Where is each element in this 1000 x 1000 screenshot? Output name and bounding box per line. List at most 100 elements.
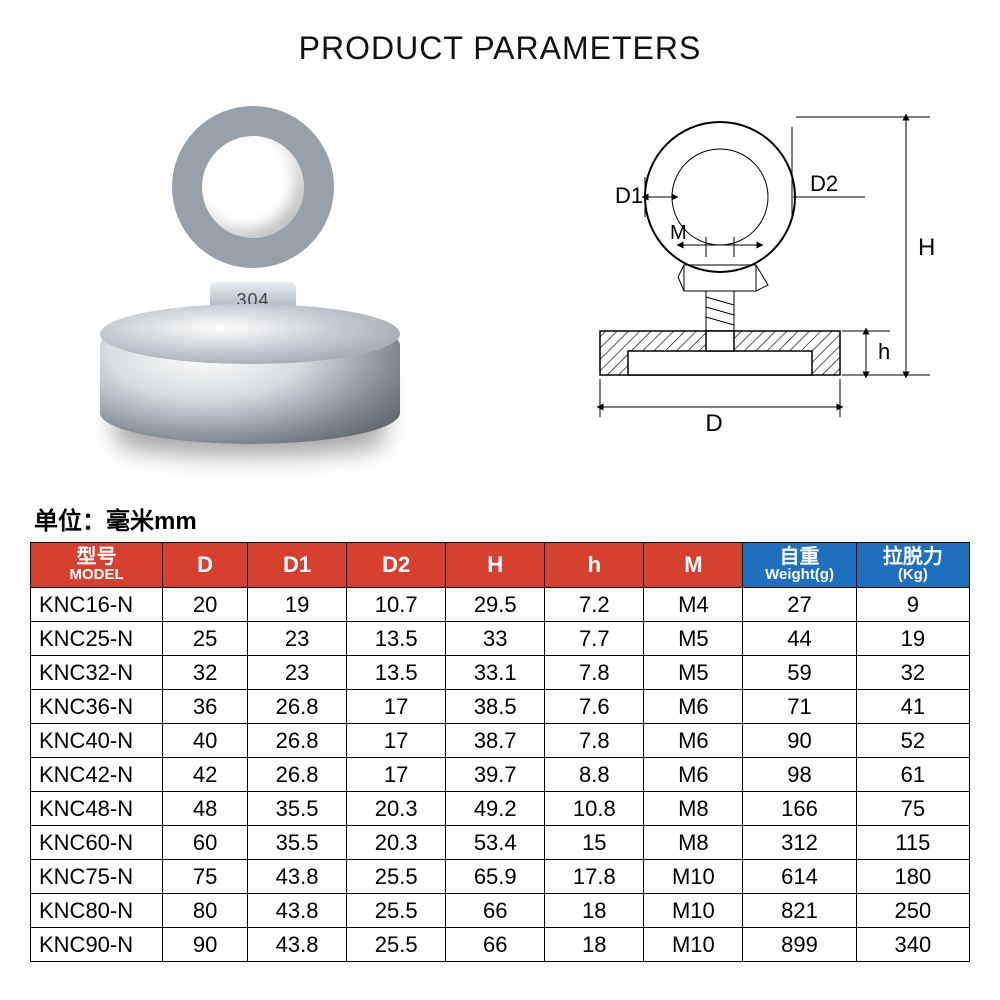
cell-model: KNC42-N	[31, 757, 163, 791]
cell-D1: 23	[248, 655, 347, 689]
cell-D1: 43.8	[248, 893, 347, 927]
cell-D: 80	[163, 893, 248, 927]
label-d: D	[705, 410, 722, 437]
cell-D1: 43.8	[248, 927, 347, 961]
table-row: KNC40-N4026.81738.77.8M69052	[31, 723, 970, 757]
cell-weight: 821	[743, 893, 856, 927]
cell-M: M8	[644, 825, 743, 859]
table-head: 型号MODELDD1D2HhM自重Weight(g)拉脱力(Kg)	[31, 543, 970, 588]
cell-h: 7.6	[545, 689, 644, 723]
cell-H: 66	[446, 893, 545, 927]
col-model: 型号MODEL	[31, 543, 163, 588]
cell-model: KNC90-N	[31, 927, 163, 961]
table-row: KNC16-N201910.729.57.2M4279	[31, 587, 970, 621]
cell-h: 10.8	[545, 791, 644, 825]
cell-D2: 20.3	[347, 825, 446, 859]
cell-D2: 25.5	[347, 859, 446, 893]
cell-D1: 26.8	[248, 757, 347, 791]
cell-H: 33.1	[446, 655, 545, 689]
cell-weight: 614	[743, 859, 856, 893]
table-row: KNC80-N8043.825.56618M10821250	[31, 893, 970, 927]
cell-h: 7.2	[545, 587, 644, 621]
cell-weight: 899	[743, 927, 856, 961]
cell-pull: 41	[856, 689, 969, 723]
cell-model: KNC36-N	[31, 689, 163, 723]
cell-weight: 98	[743, 757, 856, 791]
product-photo	[40, 87, 460, 477]
cell-D: 90	[163, 927, 248, 961]
label-d1: D1	[615, 183, 643, 208]
cell-M: M6	[644, 689, 743, 723]
magnet-illustration	[80, 102, 420, 462]
col-M: M	[644, 543, 743, 588]
cell-D: 42	[163, 757, 248, 791]
cell-D: 32	[163, 655, 248, 689]
cell-h: 18	[545, 927, 644, 961]
cell-h: 7.8	[545, 655, 644, 689]
dimension-diagram: D1 D2 M H h	[510, 87, 950, 477]
cell-h: 18	[545, 893, 644, 927]
cell-D1: 35.5	[248, 825, 347, 859]
cell-h: 7.7	[545, 621, 644, 655]
cell-H: 38.7	[446, 723, 545, 757]
cell-D2: 25.5	[347, 927, 446, 961]
cell-M: M6	[644, 757, 743, 791]
cell-pull: 61	[856, 757, 969, 791]
cell-D1: 19	[248, 587, 347, 621]
eyebolt-ring-icon	[172, 106, 334, 268]
cell-H: 39.7	[446, 757, 545, 791]
cell-pull: 52	[856, 723, 969, 757]
cell-model: KNC40-N	[31, 723, 163, 757]
col-h: h	[545, 543, 644, 588]
cell-M: M8	[644, 791, 743, 825]
cell-H: 33	[446, 621, 545, 655]
cell-pull: 9	[856, 587, 969, 621]
cell-D: 40	[163, 723, 248, 757]
cell-D: 48	[163, 791, 248, 825]
cell-D2: 13.5	[347, 621, 446, 655]
cell-M: M6	[644, 723, 743, 757]
cell-model: KNC16-N	[31, 587, 163, 621]
table-row: KNC36-N3626.81738.57.6M67141	[31, 689, 970, 723]
cell-M: M10	[644, 893, 743, 927]
cell-model: KNC80-N	[31, 893, 163, 927]
cell-model: KNC60-N	[31, 825, 163, 859]
cell-weight: 71	[743, 689, 856, 723]
figures-row: D1 D2 M H h	[30, 87, 970, 487]
cell-weight: 166	[743, 791, 856, 825]
cell-H: 38.5	[446, 689, 545, 723]
cell-D2: 25.5	[347, 893, 446, 927]
cell-D2: 10.7	[347, 587, 446, 621]
cell-pull: 340	[856, 927, 969, 961]
cell-D: 36	[163, 689, 248, 723]
cell-pull: 250	[856, 893, 969, 927]
label-hcap: H	[918, 234, 935, 261]
cell-M: M10	[644, 859, 743, 893]
label-d2: D2	[810, 171, 838, 196]
cell-pull: 19	[856, 621, 969, 655]
cell-D: 25	[163, 621, 248, 655]
col-D: D	[163, 543, 248, 588]
table-row: KNC25-N252313.5337.7M54419	[31, 621, 970, 655]
cell-weight: 312	[743, 825, 856, 859]
col-weight: 自重Weight(g)	[743, 543, 856, 588]
cell-D2: 17	[347, 689, 446, 723]
cell-pull: 32	[856, 655, 969, 689]
parameters-table: 型号MODELDD1D2HhM自重Weight(g)拉脱力(Kg) KNC16-…	[30, 542, 970, 962]
cell-D2: 17	[347, 723, 446, 757]
label-m: M	[670, 222, 687, 244]
cell-H: 49.2	[446, 791, 545, 825]
col-H: H	[446, 543, 545, 588]
col-pull: 拉脱力(Kg)	[856, 543, 969, 588]
cell-h: 8.8	[545, 757, 644, 791]
table-row: KNC48-N4835.520.349.210.8M816675	[31, 791, 970, 825]
table-row: KNC32-N322313.533.17.8M55932	[31, 655, 970, 689]
cell-weight: 44	[743, 621, 856, 655]
cell-M: M5	[644, 621, 743, 655]
cell-D2: 20.3	[347, 791, 446, 825]
table-header-row: 型号MODELDD1D2HhM自重Weight(g)拉脱力(Kg)	[31, 543, 970, 588]
col-D1: D1	[248, 543, 347, 588]
cell-D1: 43.8	[248, 859, 347, 893]
table-body: KNC16-N201910.729.57.2M4279KNC25-N252313…	[31, 587, 970, 961]
table-row: KNC60-N6035.520.353.415M8312115	[31, 825, 970, 859]
